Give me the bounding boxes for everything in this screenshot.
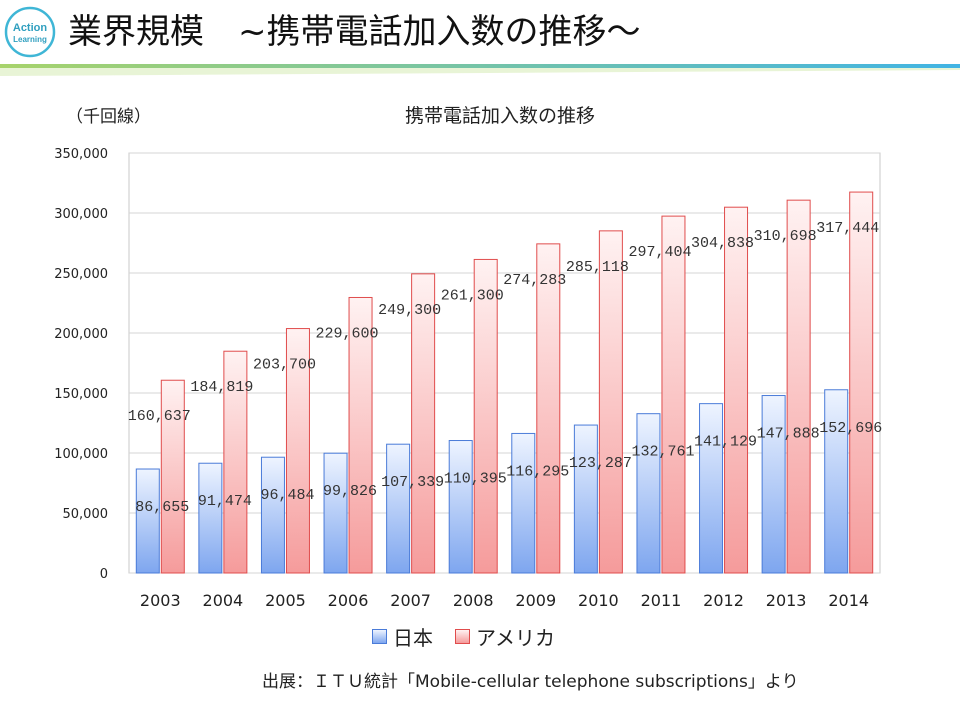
bar-usa-2011 bbox=[661, 215, 686, 574]
x-tick-label: 2008 bbox=[453, 591, 494, 610]
bar-japan-2012 bbox=[699, 403, 724, 574]
data-label-usa-2004: 184,819 bbox=[190, 379, 253, 396]
data-label-usa-2003: 160,637 bbox=[128, 408, 191, 425]
y-tick-label: 150,000 bbox=[54, 387, 108, 402]
bar-japan-2013 bbox=[761, 395, 786, 574]
legend-item-usa: アメリカ bbox=[455, 622, 555, 651]
data-label-japan-2007: 107,339 bbox=[381, 474, 444, 491]
chart-area: （千回線） 携帯電話加入数の推移 160,637 86,655 184,819 91,… bbox=[0, 90, 960, 660]
chart-legend: 日本 アメリカ bbox=[372, 622, 555, 651]
data-label-usa-2007: 249,300 bbox=[378, 302, 441, 319]
bar-japan-2014 bbox=[824, 389, 849, 574]
x-tick-label: 2004 bbox=[203, 591, 244, 610]
bar-usa-2010 bbox=[598, 230, 623, 574]
bar-usa-2007 bbox=[411, 273, 436, 574]
data-label-usa-2013: 310,698 bbox=[754, 228, 817, 245]
bar-japan-2007 bbox=[386, 443, 411, 574]
x-tick-label: 2013 bbox=[766, 591, 807, 610]
legend-label-usa: アメリカ bbox=[476, 626, 555, 650]
data-label-japan-2012: 141,129 bbox=[694, 434, 757, 451]
bar-chart: （千回線） 携帯電話加入数の推移 160,637 86,655 184,819 91,… bbox=[54, 105, 882, 610]
page-title: 業界規模 ~携帯電話加入数の推移～ bbox=[68, 12, 641, 52]
bar-usa-2004 bbox=[223, 350, 248, 574]
bar-usa-2009 bbox=[536, 243, 561, 574]
bar-japan-2006 bbox=[323, 452, 348, 574]
y-tick-label: 200,000 bbox=[54, 327, 108, 342]
y-tick-label: 50,000 bbox=[63, 507, 109, 522]
legend-swatch-japan bbox=[372, 629, 387, 644]
bar-japan-2004 bbox=[198, 462, 223, 574]
y-tick-label: 250,000 bbox=[54, 267, 108, 282]
x-tick-label: 2009 bbox=[515, 591, 556, 610]
data-label-japan-2006: 99,826 bbox=[323, 483, 377, 500]
bar-japan-2003 bbox=[135, 468, 160, 574]
chart-title: 携帯電話加入数の推移 bbox=[405, 105, 595, 127]
data-label-japan-2004: 91,474 bbox=[198, 493, 252, 510]
y-unit-label: （千回線） bbox=[66, 107, 151, 127]
bar-japan-2009 bbox=[511, 432, 536, 574]
logo-text-learning: Learning bbox=[13, 35, 47, 44]
data-label-japan-2009: 116,295 bbox=[506, 463, 569, 480]
data-label-japan-2008: 110,395 bbox=[444, 471, 507, 488]
bar-usa-2014 bbox=[849, 191, 874, 574]
y-tick-label: 0 bbox=[100, 567, 108, 582]
x-tick-label: 2014 bbox=[828, 591, 869, 610]
data-label-japan-2013: 147,888 bbox=[757, 426, 820, 443]
x-tick-label: 2007 bbox=[390, 591, 431, 610]
y-tick-label: 350,000 bbox=[54, 147, 108, 162]
x-tick-label: 2005 bbox=[265, 591, 306, 610]
header-divider bbox=[0, 64, 960, 76]
data-label-japan-2010: 123,287 bbox=[569, 455, 632, 472]
data-label-japan-2014: 152,696 bbox=[819, 420, 882, 437]
bar-japan-2005 bbox=[260, 456, 285, 574]
bar-usa-2003 bbox=[160, 379, 185, 574]
bar-usa-2008 bbox=[473, 258, 498, 574]
bar-japan-2008 bbox=[448, 440, 473, 574]
x-tick-label: 2006 bbox=[328, 591, 369, 610]
bar-japan-2011 bbox=[636, 413, 661, 574]
data-label-japan-2011: 132,761 bbox=[631, 444, 694, 461]
data-label-usa-2011: 297,404 bbox=[628, 244, 691, 261]
bar-usa-2012 bbox=[724, 206, 749, 574]
data-label-japan-2003: 86,655 bbox=[135, 499, 189, 516]
action-learning-logo: Action Learning bbox=[4, 6, 56, 58]
logo-text-action: Action bbox=[13, 22, 48, 34]
x-tick-label: 2011 bbox=[641, 591, 682, 610]
y-tick-label: 300,000 bbox=[54, 207, 108, 222]
source-note: 出展：ＩＴＵ統計「Mobile-cellular telephone subsc… bbox=[262, 672, 799, 692]
x-tick-label: 2012 bbox=[703, 591, 744, 610]
data-label-usa-2008: 261,300 bbox=[441, 287, 504, 304]
data-label-usa-2010: 285,118 bbox=[566, 259, 629, 276]
y-tick-label: 100,000 bbox=[54, 447, 108, 462]
legend-swatch-usa bbox=[455, 629, 470, 644]
data-label-usa-2014: 317,444 bbox=[816, 220, 879, 237]
legend-item-japan: 日本 bbox=[372, 622, 433, 651]
x-tick-label: 2003 bbox=[140, 591, 181, 610]
bar-usa-2013 bbox=[786, 199, 811, 574]
bar-usa-2006 bbox=[348, 296, 373, 574]
x-tick-label: 2010 bbox=[578, 591, 619, 610]
data-label-japan-2005: 96,484 bbox=[260, 487, 314, 504]
data-label-usa-2009: 274,283 bbox=[503, 272, 566, 289]
legend-label-japan: 日本 bbox=[393, 626, 433, 650]
bar-usa-2005 bbox=[285, 328, 310, 574]
data-label-usa-2006: 229,600 bbox=[316, 325, 379, 342]
data-label-usa-2012: 304,838 bbox=[691, 235, 754, 252]
bar-japan-2010 bbox=[573, 424, 598, 574]
data-label-usa-2005: 203,700 bbox=[253, 357, 316, 374]
